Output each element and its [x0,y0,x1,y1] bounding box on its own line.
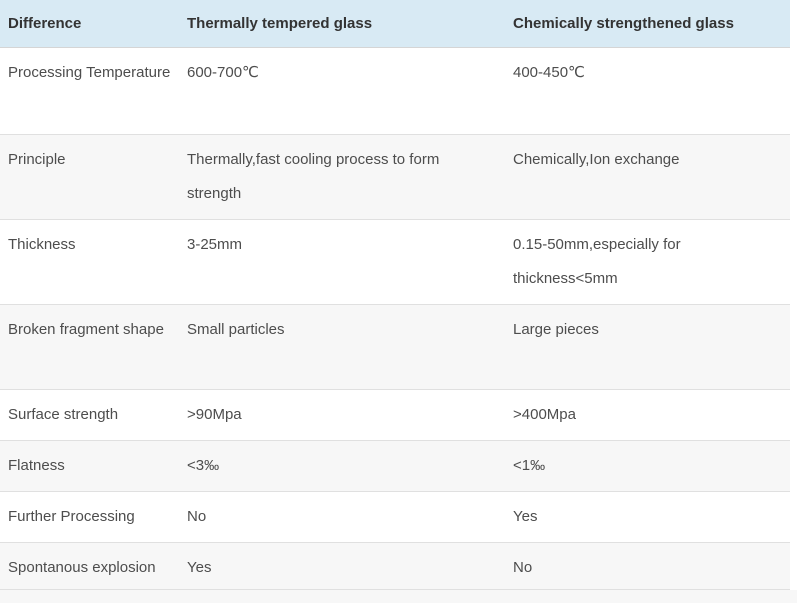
table-row-flatness: Flatness <3‰ <1‰ [0,441,790,492]
row-label-cell: Broken fragment shape [8,321,164,338]
chemical-value-cell: 0.15-50mm,especially for thickness<5mm [513,236,681,287]
thermal-value-cell: >90Mpa [187,406,242,423]
table-row-spontanous-explosion: Spontanous explosion Yes No [0,543,790,590]
chemical-value-cell: >400Mpa [513,406,576,423]
row-label-cell: Spontanous explosion [8,559,156,576]
row-label-cell: Further Processing [8,508,135,525]
chemical-value-cell: 400-450℃ [513,64,585,81]
thermal-value-cell: Thermally,fast cooling process to form s… [187,151,440,202]
chemical-value-cell: Large pieces [513,321,599,338]
thermal-value-cell: 3-25mm [187,236,243,253]
chemical-value-cell: Chemically,Ion exchange [513,151,680,168]
thermal-value-cell: <3‰ [187,457,220,474]
header-cell-chemical: Chemically strengthened glass [513,15,734,32]
comparison-table: Difference Thermally tempered glass Chem… [0,0,790,590]
chemical-value-cell: <1‰ [513,457,546,474]
table-row-broken-fragment-shape: Broken fragment shape Small particles La… [0,305,790,390]
cut-off-lower-section [0,590,797,603]
row-label-cell: Thickness [8,236,76,253]
row-label-cell: Flatness [8,457,65,474]
row-label-cell: Processing Temperature [8,64,171,81]
table-row-further-processing: Further Processing No Yes [0,492,790,543]
row-label-cell: Principle [8,151,66,168]
header-cell-thermal: Thermally tempered glass [187,15,373,32]
row-label-cell: Surface strength [8,406,119,423]
thermal-value-cell: 600-700℃ [187,64,259,81]
table-row-processing-temperature: Processing Temperature 600-700℃ 400-450℃ [0,48,790,135]
table-header-row: Difference Thermally tempered glass Chem… [0,0,790,48]
table-row-thickness: Thickness 3-25mm 0.15-50mm,especially fo… [0,220,790,305]
chemical-value-cell: No [513,559,533,576]
chemical-value-cell: Yes [513,508,538,525]
table-row-principle: Principle Thermally,fast cooling process… [0,135,790,220]
thermal-value-cell: Small particles [187,321,285,338]
header-cell-difference: Difference [8,15,82,32]
thermal-value-cell: Yes [187,559,212,576]
thermal-value-cell: No [187,508,207,525]
table-row-surface-strength: Surface strength >90Mpa >400Mpa [0,390,790,441]
